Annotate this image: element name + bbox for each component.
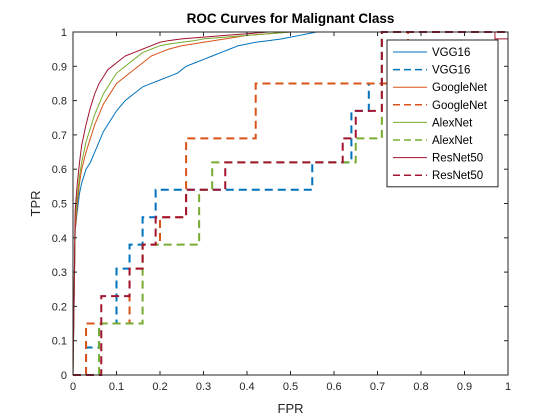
- x-tick-label: 0.7: [370, 381, 385, 393]
- y-tick-label: 0.8: [52, 96, 67, 108]
- series-layer: [72, 31, 508, 376]
- x-tick-label: 1: [505, 381, 511, 393]
- series-line-alexnet-dashed: [73, 31, 508, 376]
- legend-entry-label: AlexNet: [432, 117, 473, 129]
- legend-entry-label: GoogleNet: [432, 82, 488, 94]
- series-line-resnet50-dashed: [73, 31, 508, 376]
- y-tick-label: 0.1: [52, 336, 67, 348]
- legend-entry-label: VGG16: [432, 65, 470, 77]
- legend-entry-label: VGG16: [432, 47, 470, 59]
- legend-box: [386, 39, 499, 188]
- legend: VGG16 VGG16 GoogleNet GoogleNet AlexNet AlexN…: [386, 39, 499, 188]
- x-tick-label: 0.5: [283, 381, 298, 393]
- series-line-vgg16-dashed: [73, 31, 508, 376]
- x-tick-label: 0.6: [326, 381, 341, 393]
- y-tick-label: 1: [61, 27, 67, 39]
- legend-entry-label: AlexNet: [432, 135, 473, 147]
- y-tick-label: 0.3: [52, 267, 67, 279]
- x-tick-label: 0.1: [109, 381, 124, 393]
- y-tick-label: 0.4: [52, 233, 67, 245]
- legend-entry-label: GoogleNet: [432, 100, 488, 112]
- y-axis-label: TPR: [28, 191, 43, 217]
- x-tick-label: 0.4: [239, 381, 254, 393]
- series-line-vgg16-solid: [72, 31, 508, 376]
- axes-box: [72, 31, 509, 376]
- x-tick-label: 0.2: [152, 381, 167, 393]
- y-tick-label: 0.9: [52, 61, 67, 73]
- y-tick-label: 0.7: [52, 130, 67, 142]
- x-axis-label: FPR: [278, 401, 304, 416]
- x-tick-label: 0.3: [196, 381, 211, 393]
- legend-entry-label: ResNet50: [432, 153, 483, 165]
- x-tick-label: 0.9: [457, 381, 472, 393]
- chart-title: ROC Curves for Malignant Class: [187, 11, 395, 26]
- x-tick-label: 0: [70, 381, 76, 393]
- series-line-googlenet-solid: [72, 31, 508, 376]
- y-tick-label: 0.6: [52, 164, 67, 176]
- ticks-layer: 0 0.1 0.2 0.3 0.4 0.5 0.6 0.7 0.8 0.9 1 0 0.1 0.2 0.3 0…: [52, 27, 511, 393]
- x-tick-label: 0.8: [413, 381, 428, 393]
- y-tick-label: 0.5: [52, 199, 67, 211]
- legend-entry-label: ResNet50: [432, 170, 483, 182]
- series-line-googlenet-dashed: [73, 31, 508, 376]
- y-tick-label: 0.2: [52, 301, 67, 313]
- series-line-resnet50-solid: [72, 31, 508, 376]
- series-line-alexnet-solid: [72, 31, 508, 376]
- y-tick-label: 0: [61, 370, 67, 382]
